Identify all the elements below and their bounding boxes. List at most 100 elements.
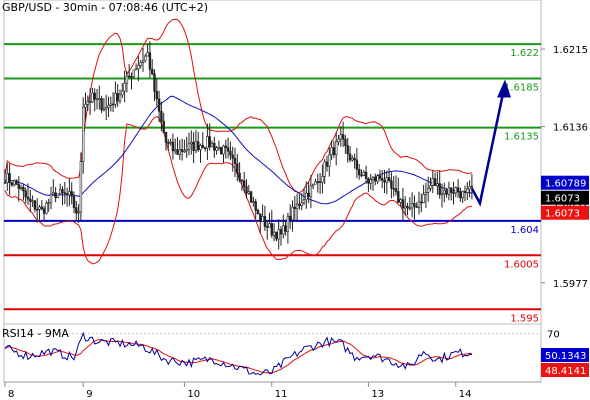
candle-body bbox=[169, 141, 172, 144]
candle-body bbox=[98, 98, 101, 100]
candle-body bbox=[47, 202, 50, 204]
candle-body bbox=[24, 190, 27, 198]
candle-body bbox=[183, 150, 186, 153]
candle-body bbox=[137, 65, 140, 70]
candle-body bbox=[111, 103, 115, 106]
candle-body bbox=[208, 136, 211, 148]
candle-body bbox=[247, 191, 250, 194]
candle-body bbox=[316, 181, 319, 183]
candle-body bbox=[390, 180, 393, 189]
candle-body bbox=[376, 175, 379, 182]
candle-body bbox=[121, 90, 124, 96]
candle-body bbox=[86, 101, 90, 105]
candle-body bbox=[213, 142, 216, 151]
candle-body bbox=[199, 145, 202, 151]
candle-body bbox=[139, 61, 142, 66]
candle-body bbox=[461, 191, 464, 199]
candle-body bbox=[77, 211, 80, 214]
candle-body bbox=[128, 75, 131, 78]
x-tick-label: 8 bbox=[8, 389, 14, 400]
rsi-ma-label: 48.4141 bbox=[545, 366, 586, 377]
candle-body bbox=[397, 191, 400, 203]
candle-body bbox=[17, 184, 20, 189]
price-panel-frame bbox=[3, 0, 542, 325]
candle-body bbox=[415, 206, 418, 208]
candle-body bbox=[332, 147, 336, 155]
candle-body bbox=[385, 177, 388, 183]
candle-body bbox=[440, 193, 444, 196]
projection-arrowhead bbox=[497, 79, 511, 98]
candle-body bbox=[394, 188, 398, 192]
candle-body bbox=[31, 200, 34, 203]
candle-body bbox=[61, 189, 64, 193]
candle-body bbox=[105, 106, 108, 110]
candle-body bbox=[367, 178, 370, 184]
candle-body bbox=[339, 134, 342, 140]
candle-body bbox=[270, 223, 273, 236]
candles-group bbox=[3, 41, 474, 250]
candle-body bbox=[309, 185, 313, 198]
candle-body bbox=[410, 203, 414, 209]
rsi-panel-frame bbox=[3, 323, 542, 383]
price-badge-label: 1.60789 bbox=[545, 179, 586, 190]
candle-body bbox=[185, 149, 188, 152]
candle-body bbox=[233, 158, 237, 165]
candle-body bbox=[109, 103, 113, 106]
candle-body bbox=[468, 185, 471, 190]
candle-body bbox=[229, 150, 232, 156]
candle-body bbox=[118, 94, 122, 102]
candle-body bbox=[346, 145, 349, 155]
candle-body bbox=[206, 136, 209, 149]
candle-body bbox=[295, 203, 299, 209]
candle-body bbox=[238, 172, 241, 181]
candle-body bbox=[298, 203, 301, 206]
candle-body bbox=[100, 98, 103, 111]
candle-body bbox=[29, 198, 32, 202]
candle-body bbox=[58, 189, 62, 195]
candle-body bbox=[328, 154, 331, 167]
candle-body bbox=[387, 177, 391, 182]
candle-body bbox=[325, 161, 329, 167]
candle-body bbox=[178, 149, 181, 155]
candle-body bbox=[348, 153, 352, 161]
candle-body bbox=[52, 192, 55, 195]
candle-body bbox=[431, 178, 434, 186]
candle-body bbox=[449, 187, 453, 193]
candle-body bbox=[424, 192, 428, 195]
candle-body bbox=[203, 147, 207, 149]
candle-body bbox=[210, 142, 214, 148]
candle-body bbox=[277, 229, 280, 240]
rsi-value-label: 50.1343 bbox=[545, 351, 586, 362]
candle-body bbox=[190, 141, 193, 145]
candle-body bbox=[10, 182, 14, 186]
level-label: 1.622 bbox=[510, 48, 539, 59]
candle-body bbox=[353, 157, 356, 161]
level-label: 1.6135 bbox=[504, 132, 539, 143]
level-label: 1.595 bbox=[510, 313, 539, 324]
candle-body bbox=[226, 147, 230, 152]
candle-body bbox=[452, 192, 455, 194]
candle-body bbox=[426, 187, 430, 193]
candle-body bbox=[65, 193, 69, 196]
candle-body bbox=[40, 206, 44, 210]
x-tick-label: 11 bbox=[275, 389, 288, 400]
candle-body bbox=[114, 93, 117, 105]
candle-body bbox=[95, 98, 99, 101]
candle-body bbox=[466, 188, 469, 193]
level-label: 1.6005 bbox=[504, 259, 539, 270]
candle-body bbox=[422, 194, 425, 204]
candle-body bbox=[268, 223, 271, 228]
rsi-title: RSI14 - 9MA bbox=[2, 327, 69, 340]
candle-body bbox=[102, 108, 106, 111]
candle-body bbox=[134, 68, 138, 71]
candle-body bbox=[22, 186, 25, 192]
candle-body bbox=[240, 179, 244, 182]
candle-body bbox=[259, 213, 262, 222]
candle-body bbox=[378, 175, 382, 179]
candle-body bbox=[19, 186, 23, 189]
candle-body bbox=[157, 98, 161, 112]
candle-body bbox=[360, 174, 363, 177]
candle-body bbox=[443, 190, 446, 195]
candle-body bbox=[236, 163, 239, 174]
